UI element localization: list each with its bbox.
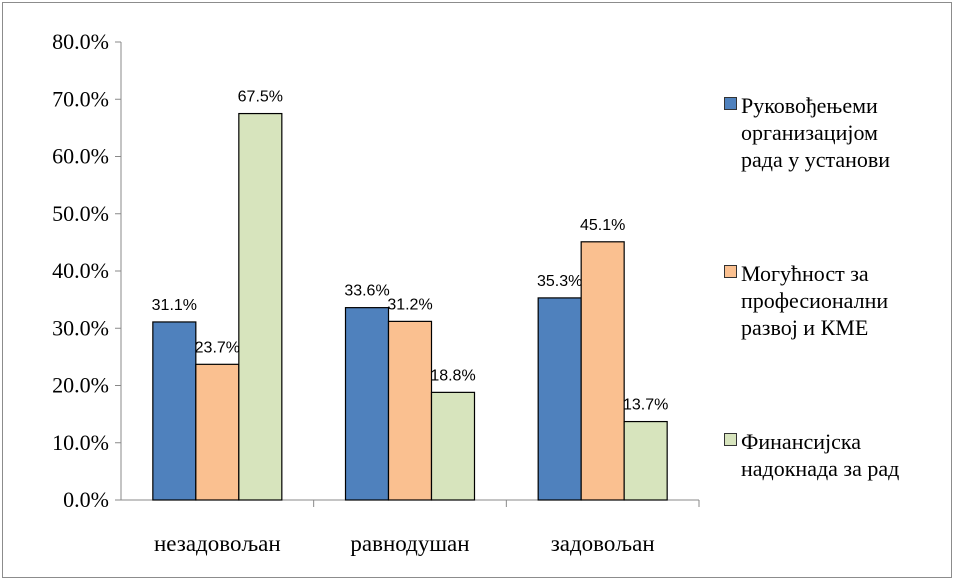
legend-swatch-series-3 bbox=[724, 433, 737, 446]
bar bbox=[623, 420, 668, 501]
data-label: 31.1% bbox=[152, 297, 197, 314]
y-tick-label: 10.0% bbox=[52, 430, 109, 455]
x-tick-label: незадовољан bbox=[154, 531, 281, 556]
y-tick-label: 20.0% bbox=[52, 373, 109, 398]
data-label: 33.6% bbox=[344, 283, 389, 300]
data-label: 67.5% bbox=[238, 89, 283, 106]
bar bbox=[537, 297, 582, 501]
bar bbox=[430, 391, 476, 501]
legend-label-series-1: Руковођењеми организацијом рада у устано… bbox=[741, 92, 951, 173]
bar bbox=[152, 321, 197, 501]
y-tick-label: 60.0% bbox=[52, 144, 109, 169]
legend-line: надокнада за рад bbox=[741, 456, 900, 481]
legend-label-series-3: Финансијска надокнада за рад bbox=[741, 428, 951, 482]
x-tick-label: задовољан bbox=[551, 531, 655, 556]
data-label: 18.8% bbox=[430, 367, 475, 384]
bar bbox=[195, 363, 240, 501]
y-tick-label: 0.0% bbox=[63, 487, 109, 512]
legend-swatch-series-2 bbox=[724, 265, 737, 278]
legend-line: професионални bbox=[741, 288, 889, 313]
x-tick-label: равнодушан bbox=[350, 531, 469, 556]
y-tick-label: 40.0% bbox=[52, 258, 109, 283]
data-label: 35.3% bbox=[537, 273, 582, 290]
legend-line: организацијом bbox=[741, 120, 878, 145]
y-tick-label: 70.0% bbox=[52, 86, 109, 111]
legend-line: Финансијска bbox=[741, 429, 862, 454]
legend-line: Руковођењеми bbox=[741, 93, 878, 118]
legend-label-series-2: Могућност за професионални развој и КМЕ bbox=[741, 260, 951, 341]
y-tick-label: 50.0% bbox=[52, 201, 109, 226]
data-label: 31.2% bbox=[387, 296, 432, 313]
data-label: 13.7% bbox=[623, 397, 668, 414]
bar bbox=[387, 320, 433, 501]
y-tick-label: 80.0% bbox=[52, 29, 109, 54]
legend-line: Могућност за bbox=[741, 261, 869, 286]
data-label: 23.7% bbox=[195, 339, 240, 356]
legend-line: развој и КМЕ bbox=[741, 315, 869, 340]
bar bbox=[238, 112, 283, 501]
legend-line: рада у установи bbox=[741, 147, 891, 172]
data-label: 45.1% bbox=[580, 217, 625, 234]
bar bbox=[344, 307, 390, 501]
bar bbox=[580, 241, 625, 501]
legend-swatch-series-1 bbox=[724, 97, 737, 110]
y-tick-label: 30.0% bbox=[52, 315, 109, 340]
